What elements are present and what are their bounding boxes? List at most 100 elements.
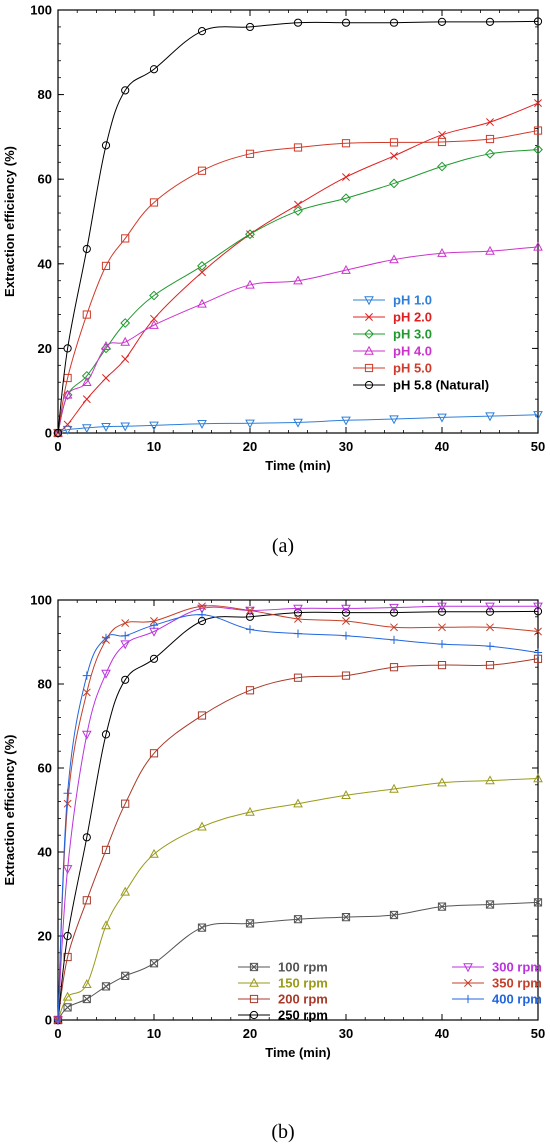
- data-point: [81, 424, 92, 434]
- legend-label: pH 2.0: [393, 310, 432, 325]
- legend-marker: [364, 345, 374, 355]
- data-point: [341, 139, 351, 148]
- data-point: [121, 971, 130, 980]
- legend-label: 150 rpm: [278, 976, 328, 991]
- y-axis-title: Extraction efficiency (%): [2, 735, 17, 886]
- data-point: [293, 18, 303, 27]
- data-point: [341, 608, 351, 617]
- data-point: [101, 141, 111, 150]
- data-point: [341, 790, 351, 799]
- data-point: [149, 959, 159, 968]
- data-point: [63, 931, 72, 941]
- data-point: [63, 789, 72, 798]
- series-line: [57, 130, 539, 434]
- data-point: [245, 806, 255, 816]
- data-point: [437, 602, 447, 612]
- data-point: [293, 275, 303, 285]
- legend-label: pH 1.0: [393, 293, 432, 308]
- data-point: [246, 606, 254, 615]
- series-line: [57, 20, 539, 434]
- data-point: [389, 254, 399, 264]
- series-100-rpm: [53, 898, 543, 1025]
- data-point: [341, 416, 351, 426]
- data-point: [149, 319, 159, 329]
- data-point: [198, 602, 206, 611]
- legend-item: pH 1.0: [353, 293, 432, 308]
- data-point: [121, 234, 130, 243]
- data-point: [437, 247, 447, 257]
- legend-item: pH 5.0: [353, 361, 432, 376]
- x-tick-label: 20: [243, 1026, 257, 1041]
- data-point: [63, 1003, 72, 1012]
- data-point: [245, 625, 255, 634]
- data-point: [81, 730, 92, 740]
- data-point: [390, 623, 398, 632]
- data-point: [82, 833, 91, 842]
- data-point: [389, 783, 399, 793]
- y-tick-label: 20: [38, 929, 52, 944]
- data-point: [293, 143, 303, 152]
- legend-label: pH 5.0: [393, 361, 432, 376]
- data-point: [82, 671, 91, 680]
- data-point: [293, 608, 303, 617]
- y-tick-label: 0: [45, 426, 52, 441]
- data-point: [485, 134, 495, 144]
- data-point: [390, 151, 398, 160]
- panel-label: (a): [272, 535, 294, 557]
- data-point: [389, 415, 399, 425]
- data-point: [437, 17, 447, 26]
- data-point: [82, 896, 91, 905]
- data-point: [82, 244, 91, 254]
- chart-panel-a: 0 10 20 30 40 50 0 20 40 60 80 100 Time (min) Extract…: [2, 3, 545, 558]
- data-point: [53, 428, 63, 438]
- data-point: [485, 900, 495, 909]
- legend-label: 400 rpm: [492, 992, 542, 1007]
- data-point: [533, 607, 543, 616]
- data-point: [245, 419, 255, 429]
- data-point: [63, 420, 72, 429]
- data-point: [437, 413, 447, 423]
- data-point: [533, 241, 543, 251]
- x-tick-label: 50: [531, 1026, 545, 1041]
- legend-label: pH 5.8 (Natural): [393, 378, 489, 393]
- data-point: [485, 661, 495, 670]
- data-point: [82, 395, 91, 404]
- data-point: [150, 314, 158, 323]
- series-line: [57, 658, 539, 1021]
- series-line: [57, 246, 539, 434]
- x-tick-label: 10: [147, 439, 161, 454]
- data-point: [101, 633, 111, 642]
- data-point: [533, 898, 543, 907]
- data-point: [53, 1015, 63, 1025]
- data-point: [197, 711, 207, 720]
- data-point: [437, 777, 447, 787]
- data-point: [120, 886, 131, 896]
- data-point: [533, 144, 543, 155]
- y-tick-label: 60: [38, 761, 52, 776]
- data-point: [341, 671, 351, 680]
- data-point: [389, 138, 399, 147]
- plot-frame: [57, 9, 539, 434]
- data-point: [62, 991, 73, 1001]
- y-tick-label: 100: [30, 3, 52, 18]
- data-point: [389, 608, 399, 617]
- legend-marker: [249, 1010, 259, 1020]
- data-point: [533, 17, 543, 26]
- data-point: [341, 604, 351, 614]
- data-point: [149, 848, 159, 858]
- data-point: [53, 428, 63, 438]
- data-point: [341, 913, 351, 922]
- data-point: [341, 18, 351, 27]
- data-point: [438, 130, 446, 139]
- data-point: [62, 389, 73, 399]
- legend-marker: [364, 380, 374, 390]
- data-point: [437, 902, 447, 911]
- legend-item: pH 2.0: [353, 310, 432, 325]
- data-point: [63, 799, 72, 808]
- data-point: [121, 355, 130, 363]
- data-point: [533, 126, 543, 135]
- data-point: [82, 994, 91, 1004]
- legend-label: 250 rpm: [278, 1008, 328, 1023]
